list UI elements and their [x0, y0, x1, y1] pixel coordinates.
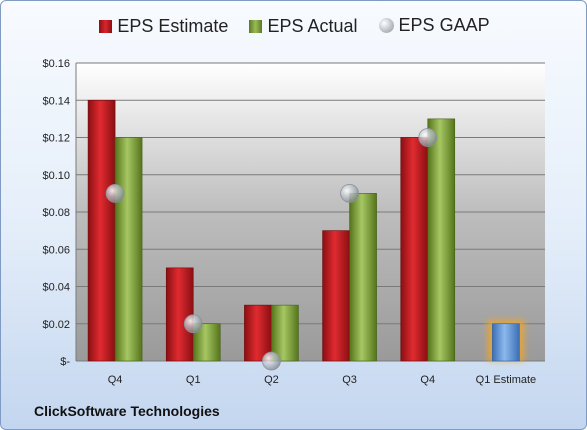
bar-eps-actual — [114, 137, 143, 362]
x-tick-label: Q4 — [108, 374, 123, 386]
marker-eps-gaap — [340, 183, 359, 203]
y-tick-label: $0.16 — [42, 58, 70, 70]
marker-eps-gaap — [418, 128, 438, 147]
x-tick-label: Q3 — [342, 374, 357, 386]
bar-q1-estimate — [492, 323, 520, 362]
y-tick-label: $0.10 — [42, 170, 70, 182]
y-tick-label: $0.04 — [42, 282, 70, 294]
bar-eps-estimate — [165, 267, 194, 362]
marker-eps-gaap — [105, 183, 125, 203]
bar-eps-actual — [271, 304, 299, 362]
x-tick-label: Q4 — [420, 374, 435, 386]
x-tick-label: Q1 — [186, 374, 201, 386]
legend-label-actual: EPS Actual — [267, 16, 358, 36]
y-tick-label: $- — [60, 356, 70, 368]
legend-swatch-actual — [249, 20, 263, 33]
y-tick-label: $0.08 — [42, 207, 70, 219]
legend-label-estimate: EPS Estimate — [117, 16, 229, 36]
y-tick-label: $0.12 — [42, 133, 70, 145]
bar-eps-estimate — [244, 304, 272, 362]
bar-eps-estimate — [87, 99, 116, 362]
bar-eps-actual — [349, 193, 377, 362]
legend-eps-actual: EPS Actual — [249, 16, 358, 37]
legend-swatch-estimate — [99, 20, 113, 33]
legend-eps-estimate: EPS Estimate — [99, 16, 228, 37]
company-name: ClickSoftware Technologies — [34, 403, 220, 419]
x-tick-label: Q1 Estimate — [476, 374, 537, 386]
x-tick-label: Q2 — [264, 374, 279, 386]
bar-eps-actual — [427, 118, 456, 362]
chart-legend: EPS Estimate EPS Actual EPS GAAP — [1, 15, 586, 38]
y-tick-label: $0.14 — [42, 95, 70, 107]
legend-swatch-gaap — [378, 18, 394, 33]
legend-eps-gaap: EPS GAAP — [378, 15, 490, 36]
y-tick-label: $0.02 — [42, 319, 70, 331]
legend-label-gaap: EPS GAAP — [398, 15, 490, 35]
marker-eps-gaap — [183, 314, 203, 334]
bar-eps-estimate — [400, 137, 429, 362]
marker-eps-gaap — [262, 351, 281, 371]
y-tick-label: $0.06 — [42, 244, 70, 256]
bar-eps-estimate — [322, 230, 350, 362]
